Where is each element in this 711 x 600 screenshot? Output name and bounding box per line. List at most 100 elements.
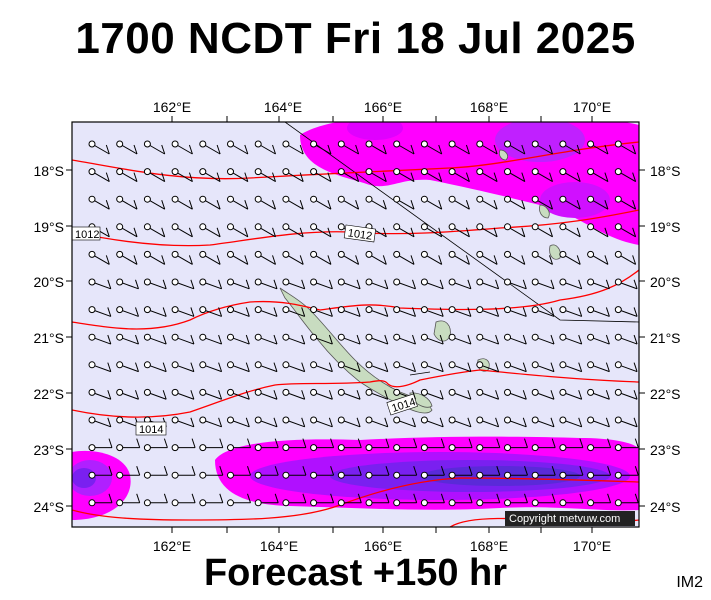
wind-barb (476, 195, 498, 210)
wind-barb (587, 388, 610, 400)
wind-barb (559, 168, 581, 183)
wind-barb (282, 333, 306, 345)
wind-barb (614, 493, 639, 507)
lon-label-bottom-168: 168°E (470, 538, 508, 554)
wind-barb (393, 168, 415, 183)
wind-barb (476, 388, 500, 400)
wind-barb (171, 223, 193, 238)
wind-barb (531, 438, 556, 452)
wind-barb (448, 306, 472, 317)
wind-barb (614, 278, 638, 290)
wind-barb (614, 416, 638, 428)
wind-barb (448, 278, 472, 290)
axis-ticks (66, 116, 645, 533)
wind-barb (337, 361, 361, 373)
wind-barb (171, 416, 195, 428)
wind-barb (337, 493, 362, 507)
wind-barb (476, 168, 498, 183)
wind-barb (337, 438, 362, 452)
wind-barb (282, 168, 304, 183)
wind-barb (171, 466, 196, 479)
wind-barb (143, 333, 167, 345)
wind-barb (587, 361, 610, 373)
lon-label-bottom-170: 170°E (573, 538, 611, 554)
wind-barb (254, 223, 276, 238)
wind-barb (254, 388, 278, 400)
wind-barb (504, 438, 528, 452)
wind-barb (614, 195, 637, 210)
wind-barbs (88, 140, 639, 507)
wind-barb (420, 168, 443, 183)
wind-barb (420, 306, 444, 317)
wind-barb (614, 223, 637, 238)
wind-barb (337, 333, 361, 345)
wind-barb (199, 140, 221, 155)
wind-barb (365, 438, 390, 452)
wind-barb (504, 223, 526, 238)
lon-label-bottom-164: 164°E (260, 538, 298, 554)
wind-barb (420, 223, 443, 238)
wind-barb (476, 223, 498, 238)
wind-barb (448, 361, 472, 373)
wind-barb (254, 361, 278, 373)
wind-barb (337, 416, 361, 428)
wind-barb (420, 361, 444, 373)
wind-barb (614, 168, 637, 183)
wind-barb (448, 195, 470, 210)
wind-barb (310, 140, 332, 155)
wind-barb (88, 278, 112, 290)
wind-barb (227, 306, 250, 317)
wind-barb (393, 278, 416, 290)
wind-barb (504, 416, 527, 428)
wind-barb (199, 306, 223, 317)
wind-barb (199, 223, 221, 238)
wind-barb (476, 333, 500, 345)
wind-barb (365, 278, 389, 290)
wind-barb (614, 250, 637, 265)
wind-barb (365, 195, 387, 210)
lat-label-left-21: 21°S (33, 330, 64, 346)
wind-barb (88, 493, 113, 507)
wind-barb (448, 140, 470, 155)
copyright-badge: Copyright metvuw.com (505, 511, 635, 526)
lat-label-left-19: 19°S (33, 219, 64, 235)
wind-barb (88, 168, 110, 183)
wind-barb (282, 140, 304, 155)
wind-barb (227, 195, 249, 210)
wind-barb (227, 416, 250, 428)
wind-barb (559, 438, 584, 452)
wind-barb (227, 278, 250, 290)
wind-barb (143, 195, 166, 210)
wind-barb (476, 493, 501, 507)
image-code: IM2 (676, 574, 703, 591)
wind-barb (171, 195, 193, 210)
wind-barb (116, 306, 139, 317)
wind-barb (282, 195, 304, 210)
wind-barb (171, 168, 193, 183)
wind-barb (143, 223, 166, 238)
wind-barb (143, 388, 167, 400)
wind-barb (504, 250, 526, 265)
wind-barb (448, 333, 472, 345)
wind-barb (587, 278, 610, 290)
wind-barb (88, 361, 112, 373)
wind-barb (559, 361, 583, 373)
wind-barb (227, 140, 249, 155)
wind-barb (365, 168, 387, 183)
wind-barb (365, 416, 389, 428)
wind-barb (559, 223, 581, 238)
wind-barb (282, 306, 306, 317)
wind-barb (476, 438, 501, 452)
wind-barb (448, 438, 473, 452)
wind-barb (310, 168, 332, 183)
wind-barb (310, 493, 335, 507)
wind-barb (116, 438, 141, 452)
wind-barb (420, 140, 443, 155)
lat-label-right-18: 18°S (650, 163, 681, 179)
wind-barb (531, 388, 555, 400)
wind-barb (614, 306, 638, 317)
wind-barb (448, 388, 472, 400)
wind-barb (504, 195, 526, 210)
wind-barb (420, 333, 444, 345)
wind-barb (116, 195, 138, 210)
